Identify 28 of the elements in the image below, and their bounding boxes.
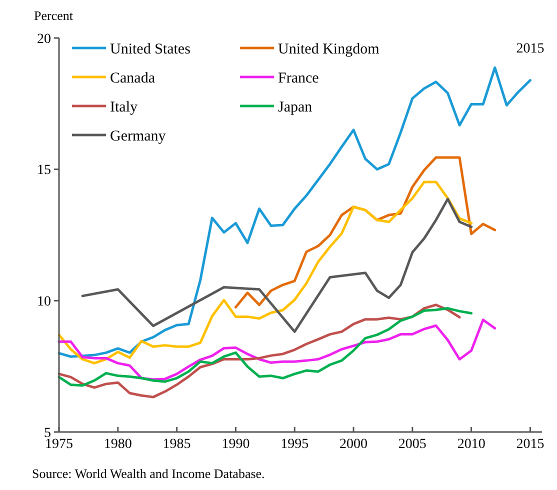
line-series <box>58 318 496 381</box>
x-tick-label: 1975 <box>45 437 73 452</box>
legend-label: Italy <box>110 99 138 116</box>
annotation: 2015 <box>516 41 544 56</box>
legend-label: France <box>278 70 320 86</box>
x-tick-label: 2005 <box>398 437 426 452</box>
line-series <box>58 66 532 358</box>
line-series <box>58 180 473 364</box>
legend-label: Germany <box>110 128 166 144</box>
x-tick-label: 2015 <box>516 437 544 452</box>
line-series <box>58 304 461 398</box>
y-tick-label: 20 <box>37 32 51 47</box>
y-tick-label: 15 <box>37 163 51 178</box>
x-tick-label: 1990 <box>222 437 250 452</box>
x-tick-label: 2000 <box>340 437 368 452</box>
x-tick-label: 1995 <box>280 437 309 452</box>
source-note: Source: World Wealth and Income Database. <box>32 466 265 481</box>
y-tick-label: 10 <box>37 294 51 310</box>
x-tick-label: 2010 <box>457 437 486 452</box>
x-tick-label: 1985 <box>162 437 191 452</box>
x-tick-label: 1980 <box>104 437 132 452</box>
y-axis-title: Percent <box>34 8 74 23</box>
legend-label: United Kingdom <box>278 41 380 58</box>
line-series <box>81 198 473 333</box>
legend-label: United States <box>110 41 191 58</box>
line-series <box>58 307 473 387</box>
legend-label: Japan <box>278 99 313 116</box>
legend-label: Canada <box>110 70 156 86</box>
